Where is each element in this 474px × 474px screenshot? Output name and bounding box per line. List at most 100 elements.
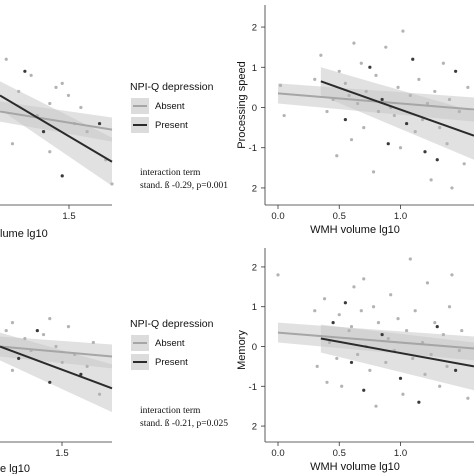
data-point-light bbox=[371, 170, 376, 174]
annotation-top: interaction term stand. ß -0.29, p=0.001 bbox=[140, 168, 228, 191]
x-axis-label: e lg10 bbox=[0, 463, 30, 474]
data-point-light bbox=[276, 273, 280, 277]
y-tick-label: 0 bbox=[252, 103, 257, 114]
panel-bottom-right-marks bbox=[276, 257, 474, 408]
y-axis-label: Memory bbox=[236, 330, 248, 370]
data-point-light bbox=[319, 53, 323, 57]
data-point-light bbox=[398, 146, 403, 150]
y-tick-label: 1 bbox=[252, 302, 257, 313]
data-point-light bbox=[429, 352, 433, 357]
data-point-light bbox=[4, 328, 8, 333]
data-point-light bbox=[450, 273, 454, 277]
data-point-light bbox=[315, 364, 319, 368]
data-point-light bbox=[408, 257, 412, 261]
data-point-light bbox=[389, 293, 393, 297]
data-point-light bbox=[457, 348, 461, 353]
data-point-light bbox=[10, 142, 15, 146]
data-point-light bbox=[401, 29, 405, 33]
data-point-light bbox=[352, 41, 356, 45]
data-point-light bbox=[384, 360, 388, 365]
data-point-light bbox=[401, 392, 405, 396]
legend-bottom: NPI-Q depression Absent Present bbox=[130, 318, 214, 370]
data-point-dark bbox=[343, 301, 347, 305]
x-axis-label: WMH volume lg10 bbox=[310, 224, 400, 236]
data-point-dark bbox=[362, 388, 366, 392]
regression-line-present bbox=[0, 94, 113, 163]
confidence-band-present bbox=[0, 332, 112, 413]
data-point-light bbox=[413, 130, 417, 134]
y-tick-label: -1 bbox=[249, 143, 257, 154]
data-point-light bbox=[405, 328, 409, 333]
data-point-light bbox=[386, 336, 390, 341]
panel-bottom-left-marks bbox=[0, 317, 113, 413]
data-point-light bbox=[441, 61, 445, 65]
data-point-dark bbox=[386, 142, 390, 146]
confidence-band-present bbox=[320, 324, 474, 391]
y-ticks: 2 1 0 -1 2 bbox=[249, 23, 265, 194]
x-axis-label: lume lg10 bbox=[0, 228, 48, 240]
data-point-light bbox=[327, 340, 332, 345]
data-point-light bbox=[41, 332, 46, 337]
annotation-bottom: interaction term stand. ß -0.21, p=0.025 bbox=[140, 406, 228, 429]
panel-top-left-marks bbox=[0, 57, 114, 186]
data-point-dark bbox=[454, 368, 458, 372]
x-tick-label: 0.0 bbox=[271, 211, 284, 222]
data-point-light bbox=[10, 368, 15, 372]
legend-title: NPI-Q depression bbox=[130, 318, 214, 330]
data-point-dark bbox=[368, 65, 372, 69]
data-point-dark bbox=[17, 356, 21, 361]
data-point-light bbox=[278, 83, 283, 87]
data-point-light bbox=[97, 392, 102, 396]
data-point-light bbox=[376, 321, 381, 325]
legend-label-absent: Absent bbox=[155, 338, 185, 349]
data-point-light bbox=[408, 93, 412, 98]
data-point-light bbox=[425, 101, 430, 106]
data-point-light bbox=[356, 352, 360, 357]
data-point-dark bbox=[417, 400, 421, 404]
legend-top: NPI-Q depression Absent Present bbox=[130, 81, 214, 133]
legend-label-absent: Absent bbox=[155, 101, 185, 112]
data-point-light bbox=[337, 313, 341, 317]
data-point-light bbox=[343, 81, 347, 85]
data-point-light bbox=[66, 93, 71, 98]
x-tick-label: 1.5 bbox=[55, 448, 68, 459]
data-point-light bbox=[441, 332, 445, 337]
data-point-light bbox=[374, 404, 378, 408]
y-tick-label: 2 bbox=[252, 23, 257, 34]
data-point-light bbox=[54, 344, 58, 349]
data-point-light bbox=[433, 89, 437, 94]
annotation-line-2: stand. ß -0.21, p=0.025 bbox=[140, 418, 228, 429]
data-point-light bbox=[85, 364, 89, 368]
data-point-light bbox=[352, 285, 356, 289]
data-point-light bbox=[340, 384, 344, 388]
data-point-dark bbox=[435, 158, 439, 162]
data-point-dark bbox=[398, 376, 403, 380]
data-point-light bbox=[60, 81, 64, 85]
data-point-light bbox=[362, 277, 366, 281]
y-axis-label: Processing speed bbox=[236, 61, 248, 148]
data-point-dark bbox=[411, 57, 415, 61]
data-point-light bbox=[349, 138, 354, 142]
data-point-light bbox=[54, 85, 58, 89]
data-point-light bbox=[359, 61, 363, 65]
data-point-light bbox=[429, 178, 433, 182]
data-point-light bbox=[337, 69, 341, 73]
data-point-light bbox=[460, 328, 464, 333]
data-point-light bbox=[433, 321, 437, 325]
data-point-light bbox=[457, 109, 461, 114]
data-point-light bbox=[396, 317, 400, 321]
data-point-light bbox=[110, 182, 114, 186]
data-point-light bbox=[282, 113, 286, 118]
data-point-light bbox=[10, 321, 15, 325]
data-point-light bbox=[423, 372, 427, 376]
x-tick-label: 1.0 bbox=[394, 448, 407, 459]
data-point-dark bbox=[48, 380, 52, 384]
data-point-light bbox=[313, 77, 317, 81]
legend-label-present: Present bbox=[155, 120, 188, 131]
confidence-band-present bbox=[0, 81, 112, 186]
regression-line-present bbox=[320, 337, 474, 368]
data-point-light bbox=[413, 309, 417, 313]
data-point-light bbox=[371, 305, 376, 309]
confidence-band-present bbox=[320, 67, 474, 160]
regression-line-present bbox=[0, 345, 113, 390]
